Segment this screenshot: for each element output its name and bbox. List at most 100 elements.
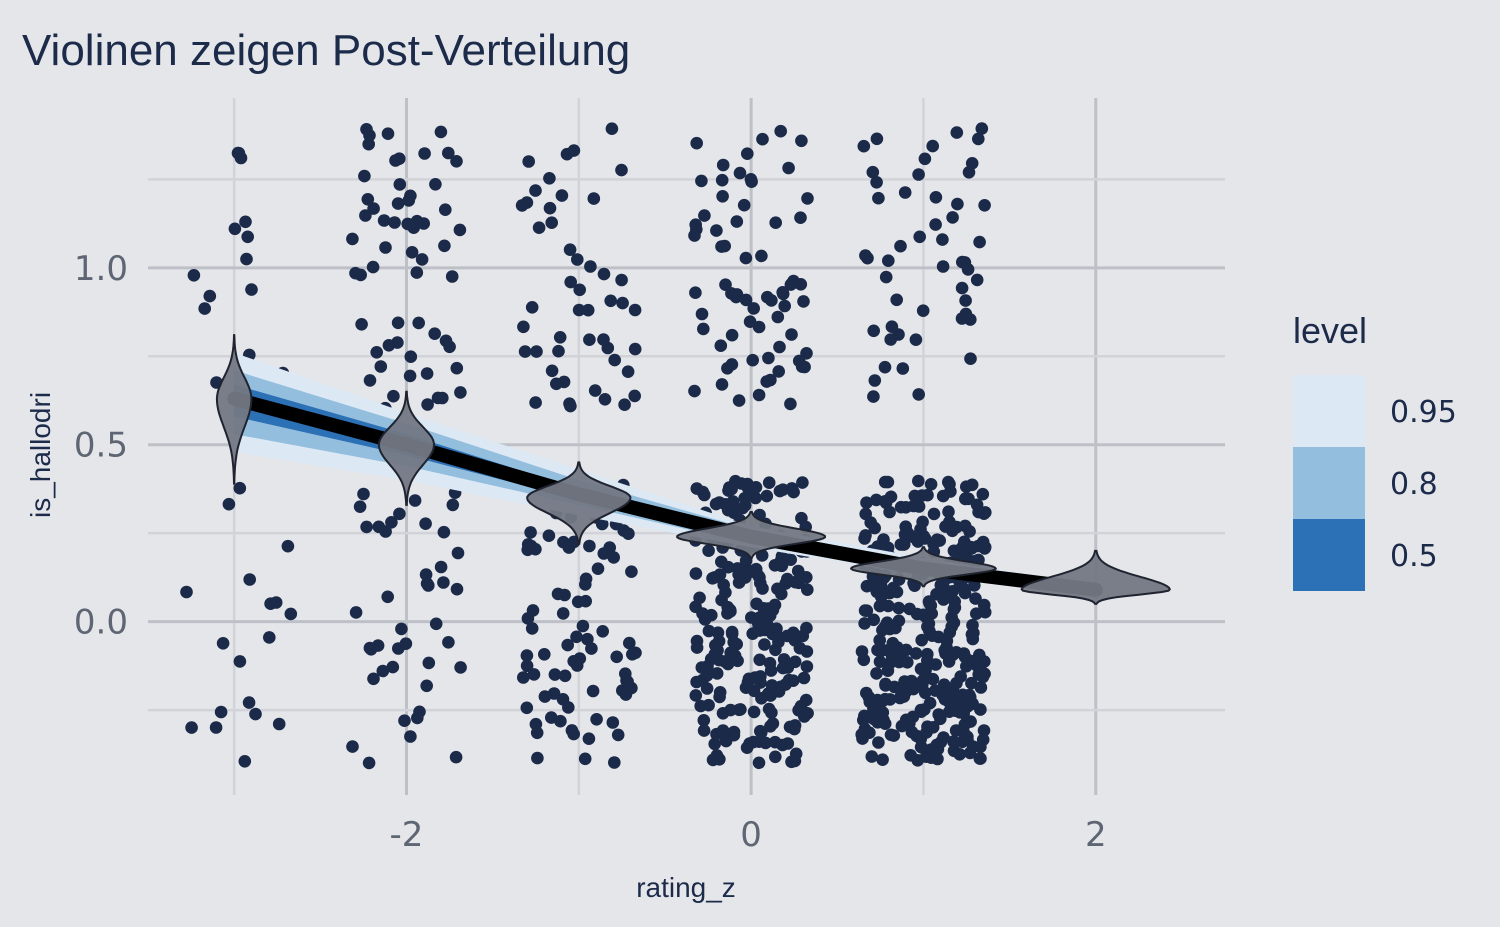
data-point: [428, 327, 442, 341]
data-point: [777, 653, 791, 666]
data-point: [689, 567, 703, 580]
data-point: [550, 377, 563, 391]
data-point: [946, 211, 959, 224]
data-point: [907, 499, 920, 513]
data-point: [185, 721, 198, 734]
axes: -2 0 2 0.0 0.5 1.0: [74, 249, 1107, 855]
data-point: [357, 487, 370, 501]
data-point: [947, 602, 961, 616]
data-point: [570, 630, 583, 644]
data-point: [690, 675, 703, 689]
data-point: [949, 704, 962, 717]
data-point: [867, 324, 880, 338]
data-point: [381, 590, 395, 604]
data-point: [243, 573, 256, 586]
data-point: [878, 360, 892, 374]
data-point: [721, 362, 734, 375]
data-point: [759, 736, 772, 750]
data-point: [621, 365, 635, 379]
data-point: [753, 653, 766, 667]
data-point: [979, 506, 992, 519]
data-point: [581, 632, 594, 646]
data-point: [719, 586, 732, 599]
data-point: [422, 656, 436, 670]
data-point: [978, 199, 991, 212]
data-point: [911, 754, 924, 767]
data-point: [775, 587, 788, 601]
data-point: [554, 714, 567, 728]
data-point: [233, 655, 247, 668]
data-point: [704, 652, 718, 666]
data-point: [412, 316, 426, 330]
data-point: [628, 389, 641, 403]
violin: [377, 390, 436, 506]
chart-title: Violinen zeigen Post-Verteilung: [22, 26, 630, 75]
data-point: [402, 194, 416, 207]
data-point: [918, 152, 932, 166]
data-point: [726, 501, 739, 515]
data-point: [929, 658, 942, 671]
data-point: [977, 724, 991, 737]
data-point: [583, 539, 596, 553]
data-point: [386, 660, 400, 674]
data-point: [870, 667, 883, 680]
data-point: [739, 293, 753, 307]
data-point: [564, 275, 577, 289]
data-point: [615, 163, 628, 177]
legend-title: level: [1293, 310, 1367, 351]
data-point: [725, 328, 739, 342]
data-point: [926, 721, 940, 734]
data-point: [561, 638, 574, 652]
data-point: [937, 678, 951, 691]
data-point: [690, 136, 703, 150]
data-point: [698, 209, 711, 222]
data-point: [724, 703, 737, 717]
data-point: [434, 560, 448, 574]
data-point: [859, 529, 872, 542]
data-point: [404, 730, 417, 743]
data-point: [697, 714, 711, 727]
data-point: [916, 304, 930, 318]
data-point: [916, 674, 930, 687]
data-point: [710, 667, 724, 680]
data-point: [429, 178, 442, 191]
data-point: [909, 647, 923, 660]
data-point: [905, 725, 919, 739]
data-point: [453, 223, 467, 237]
data-point: [910, 607, 924, 621]
data-point: [958, 256, 972, 269]
data-point: [585, 642, 598, 655]
data-point: [877, 533, 890, 546]
data-point: [358, 169, 371, 183]
data-point: [794, 211, 807, 224]
data-point: [579, 594, 592, 608]
data-point: [890, 585, 904, 599]
data-point: [965, 542, 978, 555]
data-point: [862, 690, 876, 704]
data-point: [628, 342, 642, 356]
data-point: [975, 122, 989, 135]
data-point: [269, 596, 283, 609]
data-point: [943, 626, 957, 639]
data-point: [518, 345, 532, 358]
data-point: [978, 540, 992, 554]
data-point: [758, 638, 771, 651]
data-point: [434, 125, 448, 139]
data-point: [702, 544, 715, 557]
data-point: [710, 224, 723, 237]
data-point: [950, 520, 964, 534]
data-point: [615, 273, 628, 287]
data-point: [965, 628, 979, 641]
data-point: [791, 564, 805, 578]
data-point: [419, 517, 432, 530]
data-point: [960, 480, 973, 494]
data-point: [249, 707, 262, 721]
data-point: [449, 750, 463, 764]
data-point: [408, 494, 422, 507]
data-point: [346, 232, 359, 246]
data-point: [963, 525, 976, 538]
data-point: [956, 581, 969, 594]
data-point: [878, 620, 892, 634]
data-point: [733, 166, 747, 180]
data-point: [597, 267, 611, 281]
